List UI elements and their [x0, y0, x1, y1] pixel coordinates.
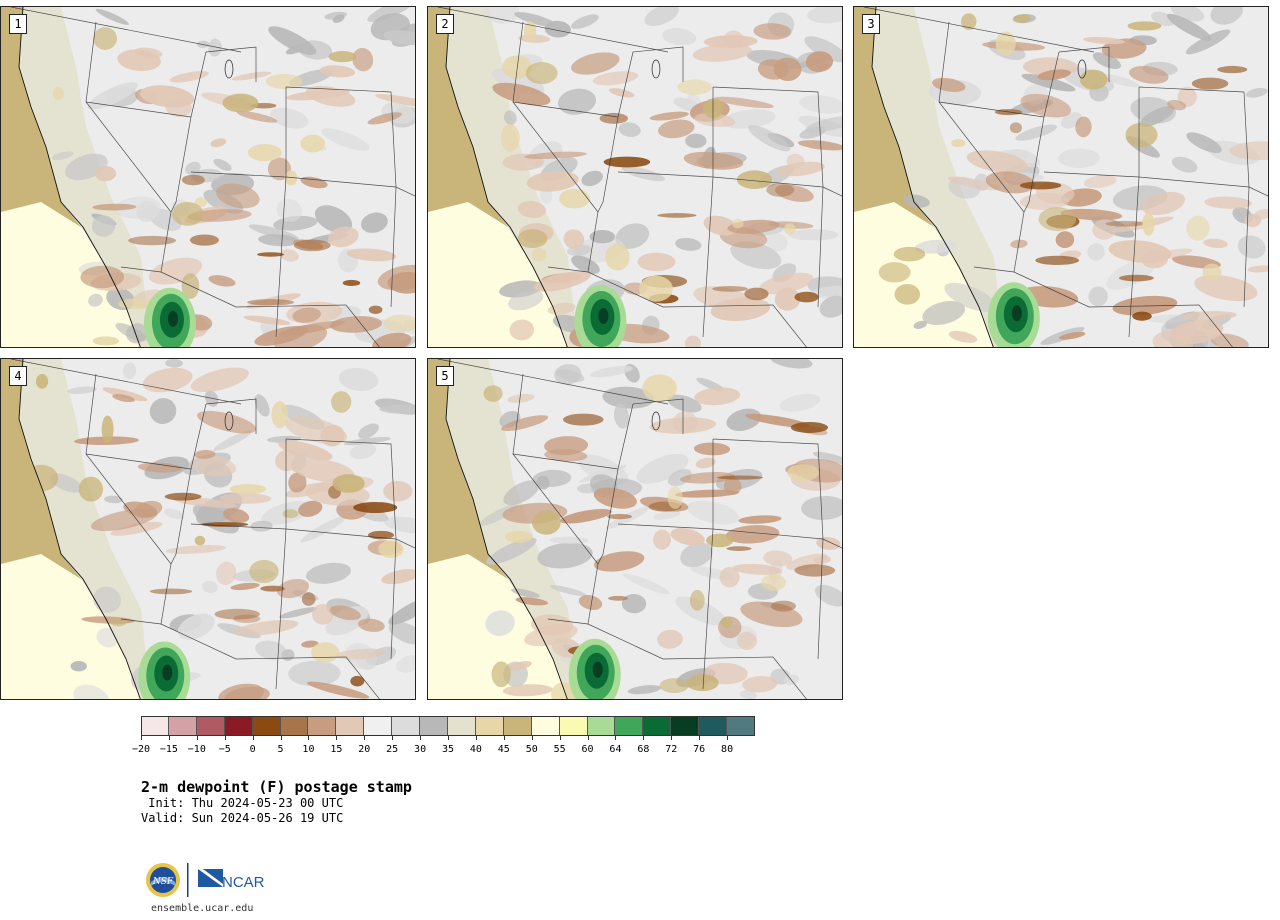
title-block: 2-m dewpoint (F) postage stamp Init: Thu… — [141, 778, 412, 826]
chart-title: 2-m dewpoint (F) postage stamp — [141, 778, 412, 796]
website-url: ensemble.ucar.edu — [151, 903, 254, 914]
colorbar-tick-label: −5 — [218, 744, 231, 755]
panel-number: 5 — [436, 366, 454, 386]
dewpoint-map — [1, 359, 415, 699]
colorbar-tick-label: 20 — [358, 744, 371, 755]
colorbar-cell — [420, 716, 448, 736]
colorbar-tick-label: 40 — [469, 744, 482, 755]
logos: NSF NCAR — [145, 860, 275, 900]
colorbar-tick-label: −20 — [131, 744, 151, 755]
colorbar-tick-label: 68 — [637, 744, 650, 755]
colorbar-tickmark — [308, 736, 310, 740]
colorbar-tick-label: 30 — [414, 744, 427, 755]
colorbar-cell — [336, 716, 365, 736]
map-panel-5: 5 — [427, 358, 843, 700]
colorbar-cell — [531, 716, 560, 736]
colorbar-tick-label: 25 — [386, 744, 399, 755]
colorbar-tickmark — [252, 736, 254, 740]
dewpoint-map — [854, 7, 1268, 347]
colorbar-cell — [587, 716, 616, 736]
map-panel-3: 3 — [853, 6, 1269, 348]
colorbar-tickmark — [448, 736, 449, 740]
colorbar-cell — [503, 716, 532, 736]
colorbar-cell — [280, 716, 309, 736]
colorbar-cell — [559, 716, 588, 736]
colorbar-tick-label: 76 — [693, 744, 706, 755]
colorbar-cell — [448, 716, 476, 736]
colorbar-cell — [643, 716, 672, 736]
colorbar-cell — [615, 716, 644, 736]
colorbar-cell — [475, 716, 504, 736]
nsf-logo: NSF — [146, 863, 180, 897]
colorbar-tick-label: 5 — [277, 744, 284, 755]
colorbar-tick-label: 50 — [525, 744, 538, 755]
panel-number: 1 — [9, 14, 27, 34]
colorbar-tick-label: 60 — [581, 744, 594, 755]
colorbar-tickmark — [420, 736, 422, 740]
colorbar-cell — [364, 716, 393, 736]
colorbar-tickmark — [141, 736, 142, 740]
colorbar-cell — [168, 716, 197, 736]
init-time: Init: Thu 2024-05-23 00 UTC — [141, 796, 344, 810]
valid-time: Valid: Sun 2024-05-26 19 UTC — [141, 811, 344, 825]
colorbar-tick-label: 35 — [441, 744, 455, 755]
dewpoint-map — [428, 7, 842, 347]
colorbar-tickmark — [364, 736, 366, 740]
colorbar-tickmark — [727, 736, 729, 740]
colorbar-tickmark — [503, 736, 505, 740]
colorbar-tickmark — [280, 736, 282, 740]
colorbar-tickmark — [587, 736, 589, 740]
colorbar-tickmark — [168, 736, 170, 740]
colorbar-tickmark — [196, 736, 198, 740]
colorbar-tickmark — [475, 736, 477, 740]
panel-number: 3 — [862, 14, 880, 34]
colorbar-tick-label: 0 — [249, 744, 256, 755]
colorbar-cell — [392, 716, 421, 736]
colorbar-cell — [141, 716, 169, 736]
colorbar-cell — [308, 716, 337, 736]
colorbar-cell — [699, 716, 728, 736]
map-panel-4: 4 — [0, 358, 416, 700]
dewpoint-map — [428, 359, 842, 699]
colorbar-tick-label: 45 — [497, 744, 510, 755]
colorbar-tick-label: −10 — [187, 744, 206, 755]
colorbar-tickmark — [699, 736, 701, 740]
panel-number: 4 — [9, 366, 27, 386]
colorbar-tickmark — [336, 736, 338, 740]
colorbar-tickmark — [224, 736, 226, 740]
map-panel-2: 2 — [427, 6, 843, 348]
colorbar-tickmark — [615, 736, 617, 740]
colorbar-tick-label: −15 — [159, 744, 178, 755]
colorbar-tick-label: 15 — [330, 744, 343, 755]
map-panel-1: 1 — [0, 6, 416, 348]
colorbar-tickmark — [671, 736, 673, 740]
colorbar-tickmark — [392, 736, 394, 740]
colorbar-cell — [224, 716, 253, 736]
colorbar-tickmark — [531, 736, 533, 740]
colorbar-tick-label: 55 — [553, 744, 566, 755]
colorbar-tick-label: 10 — [302, 744, 315, 755]
colorbar-tick-label: 80 — [721, 744, 734, 755]
ncar-logo: NCAR — [198, 869, 265, 891]
colorbar-frame — [141, 716, 755, 736]
colorbar-tickmark — [643, 736, 645, 740]
nsf-logo-text: NSF — [152, 877, 174, 887]
colorbar-tickmark — [559, 736, 561, 740]
colorbar-tick-label: 72 — [665, 744, 678, 755]
ncar-logo-text: NCAR — [222, 874, 265, 891]
panel-number: 2 — [436, 14, 454, 34]
colorbar-tick-label: 64 — [609, 744, 622, 755]
dewpoint-map — [1, 7, 415, 347]
colorbar-cell — [196, 716, 225, 736]
colorbar-cell — [671, 716, 700, 736]
colorbar-cell — [252, 716, 281, 736]
